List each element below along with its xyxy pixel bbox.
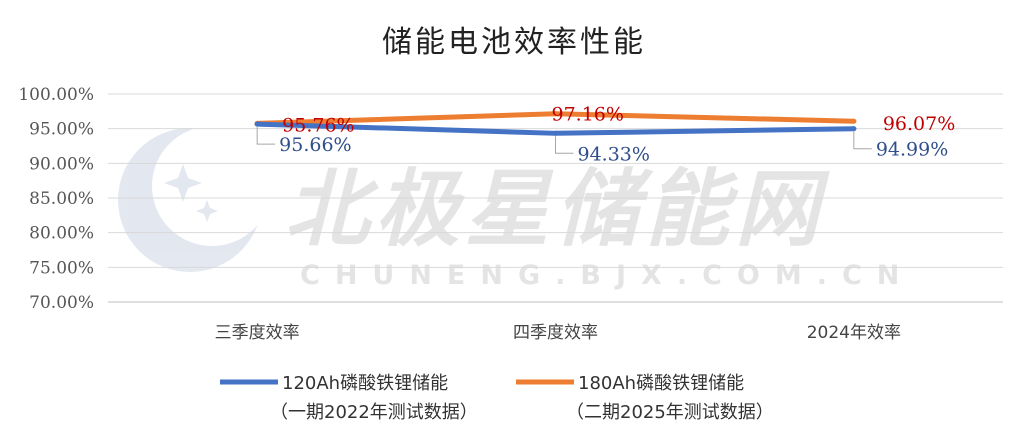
data-label-series-1: 95.66% (279, 134, 351, 156)
data-label-series-1: 94.99% (876, 139, 948, 161)
leader-line (555, 136, 574, 154)
y-tick-label: 80.00% (29, 224, 94, 244)
data-point-series-1[interactable] (553, 130, 558, 136)
data-point-series-1[interactable] (851, 126, 857, 132)
y-tick-label: 100.00% (18, 85, 94, 105)
legend-label-series-2-line1: 180Ah磷酸铁锂储能 (578, 373, 744, 394)
legend-label-series-1-line1: 120Ah磷酸铁锂储能 (282, 373, 448, 394)
legend-item-series-2[interactable]: 180Ah磷酸铁锂储能 （二期2025年测试数据） (516, 373, 774, 423)
data-point-series-2[interactable] (851, 118, 857, 124)
y-tick-label: 85.00% (29, 189, 94, 209)
x-tick-label: 2024年效率 (807, 323, 901, 343)
legend-label-series-2-line2: （二期2025年测试数据） (566, 402, 774, 423)
watermark: 北极星储能网 CHUNENG.BJX.COM.CN (118, 126, 914, 291)
grid (108, 93, 1003, 303)
legend-label-series-1-line2: （一期2022年测试数据） (270, 402, 478, 423)
y-axis: 70.00% 75.00% 80.00% 85.00% 90.00% 95.00% 100.… (18, 85, 94, 313)
legend: 120Ah磷酸铁锂储能 （一期2022年测试数据） 180Ah磷酸铁锂储能 （二… (220, 373, 774, 423)
y-tick-label: 90.00% (29, 154, 94, 174)
series-group (254, 111, 857, 136)
y-tick-label: 75.00% (29, 258, 94, 278)
data-label-series-1: 94.33% (578, 143, 650, 165)
data-point-series-1[interactable] (254, 121, 260, 127)
leader-line (256, 127, 276, 145)
legend-item-series-1[interactable]: 120Ah磷酸铁锂储能 （一期2022年测试数据） (220, 373, 478, 423)
data-label-series-2: 96.07% (883, 113, 955, 135)
x-tick-label: 四季度效率 (513, 323, 598, 343)
data-label-series-2: 97.16% (552, 104, 624, 126)
leader-line (853, 131, 872, 150)
chart-title: 储能电池效率性能 (382, 25, 646, 60)
y-tick-label: 95.00% (29, 120, 94, 140)
x-tick-label: 三季度效率 (215, 323, 300, 343)
watermark-domain: CHUNENG.BJX.COM.CN (300, 260, 914, 291)
data-label-series-2: 95.76% (282, 114, 354, 136)
data-labels: 95.66% 94.33% 94.99% 95.76% 97.16% 96.07% (256, 104, 955, 165)
watermark-brand: 北极星储能网 (285, 160, 830, 258)
y-tick-label: 70.00% (29, 293, 94, 313)
x-axis: 三季度效率 四季度效率 2024年效率 (215, 323, 901, 343)
data-point-series-2[interactable] (553, 111, 558, 117)
polaris-star-logo-icon (118, 126, 272, 272)
